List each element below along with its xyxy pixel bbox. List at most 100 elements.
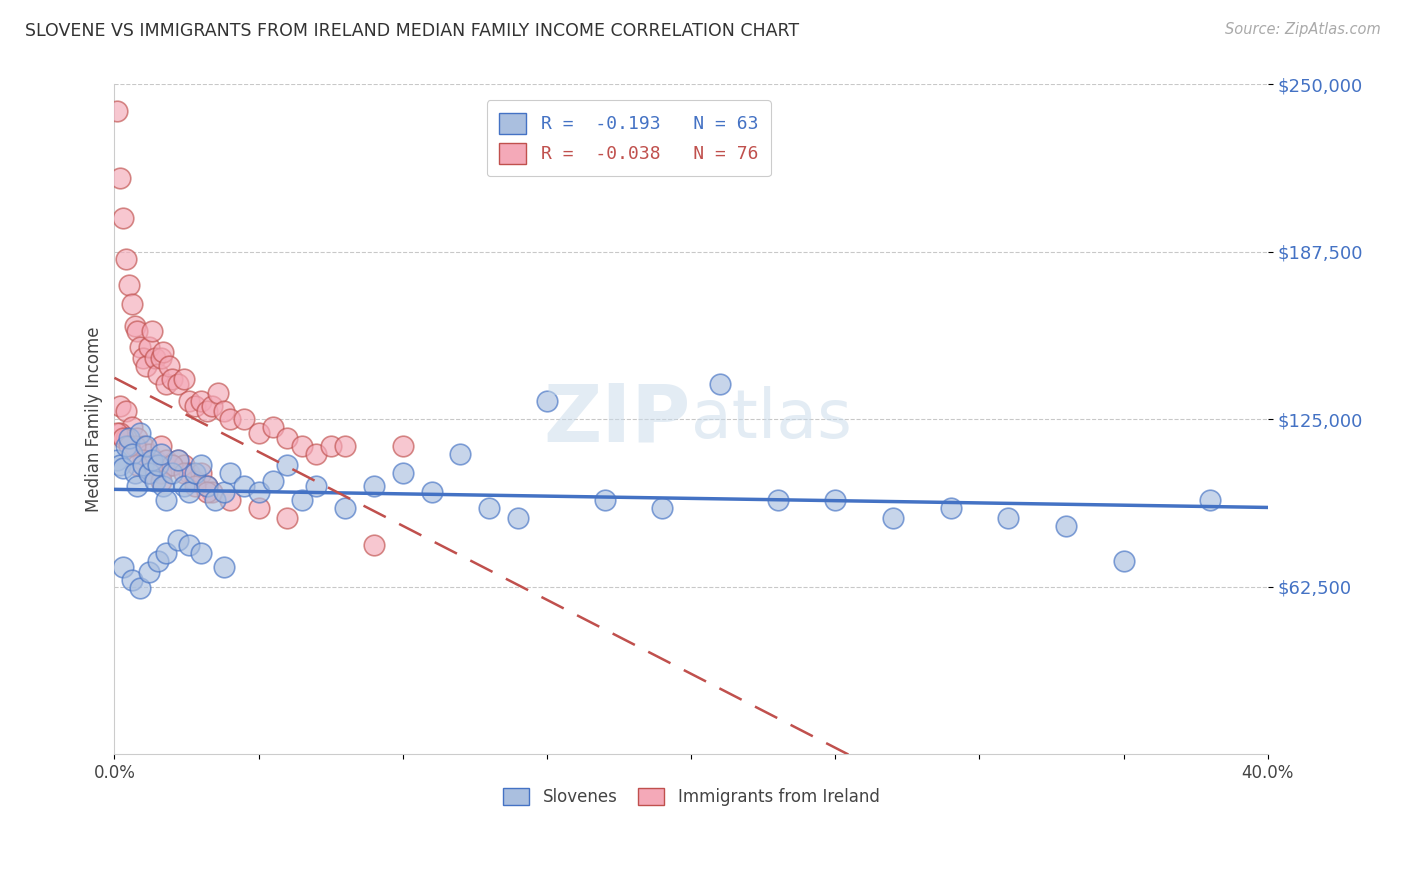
Y-axis label: Median Family Income: Median Family Income — [86, 326, 103, 512]
Point — [127, 431, 149, 445]
Point — [190, 546, 212, 560]
Point — [1112, 554, 1135, 568]
Point — [233, 479, 256, 493]
Point — [207, 385, 229, 400]
Point — [1199, 492, 1222, 507]
Point — [115, 439, 138, 453]
Point — [132, 452, 155, 467]
Point — [146, 367, 169, 381]
Point — [204, 492, 226, 507]
Point — [709, 377, 731, 392]
Point — [218, 466, 240, 480]
Point — [141, 458, 163, 472]
Point — [233, 412, 256, 426]
Point — [276, 511, 298, 525]
Point — [127, 458, 149, 472]
Point — [155, 546, 177, 560]
Point — [212, 404, 235, 418]
Point — [118, 431, 141, 445]
Point — [146, 458, 169, 472]
Point — [127, 324, 149, 338]
Point — [105, 425, 128, 440]
Point — [173, 479, 195, 493]
Point — [138, 565, 160, 579]
Point — [112, 460, 135, 475]
Point — [184, 479, 207, 493]
Point — [108, 171, 131, 186]
Point — [305, 447, 328, 461]
Point — [166, 377, 188, 392]
Point — [160, 466, 183, 480]
Point — [651, 500, 673, 515]
Point — [141, 324, 163, 338]
Point — [115, 431, 138, 445]
Point — [138, 466, 160, 480]
Point — [129, 581, 152, 595]
Point — [149, 466, 172, 480]
Point — [173, 458, 195, 472]
Point — [262, 474, 284, 488]
Point — [160, 458, 183, 472]
Point — [882, 511, 904, 525]
Point — [195, 479, 218, 493]
Point — [291, 439, 314, 453]
Point — [112, 559, 135, 574]
Point — [124, 439, 146, 453]
Point — [143, 452, 166, 467]
Text: Source: ZipAtlas.com: Source: ZipAtlas.com — [1225, 22, 1381, 37]
Point — [141, 452, 163, 467]
Point — [121, 447, 143, 461]
Point — [506, 511, 529, 525]
Point — [149, 351, 172, 365]
Point — [536, 393, 558, 408]
Point — [105, 452, 128, 467]
Point — [276, 458, 298, 472]
Point — [449, 447, 471, 461]
Point — [143, 474, 166, 488]
Point — [173, 372, 195, 386]
Point — [333, 439, 356, 453]
Point — [593, 492, 616, 507]
Point — [108, 425, 131, 440]
Point — [184, 466, 207, 480]
Point — [152, 479, 174, 493]
Point — [105, 104, 128, 119]
Point — [135, 439, 157, 453]
Point — [160, 372, 183, 386]
Point — [363, 538, 385, 552]
Point — [160, 458, 183, 472]
Point — [152, 345, 174, 359]
Point — [146, 554, 169, 568]
Point — [124, 318, 146, 333]
Point — [115, 252, 138, 266]
Point — [135, 359, 157, 373]
Point — [195, 484, 218, 499]
Legend: Slovenes, Immigrants from Ireland: Slovenes, Immigrants from Ireland — [496, 781, 886, 813]
Text: SLOVENE VS IMMIGRANTS FROM IRELAND MEDIAN FAMILY INCOME CORRELATION CHART: SLOVENE VS IMMIGRANTS FROM IRELAND MEDIA… — [25, 22, 800, 40]
Point — [155, 492, 177, 507]
Point — [132, 458, 155, 472]
Point — [218, 412, 240, 426]
Point — [179, 393, 201, 408]
Point — [247, 484, 270, 499]
Point — [333, 500, 356, 515]
Point — [179, 466, 201, 480]
Point — [195, 479, 218, 493]
Point — [305, 479, 328, 493]
Point — [138, 447, 160, 461]
Point — [291, 492, 314, 507]
Point — [112, 211, 135, 226]
Point — [129, 425, 152, 440]
Point — [149, 474, 172, 488]
Point — [179, 484, 201, 499]
Point — [1054, 519, 1077, 533]
Text: atlas: atlas — [690, 386, 852, 452]
Point — [108, 399, 131, 413]
Point — [138, 340, 160, 354]
Point — [190, 393, 212, 408]
Point — [155, 377, 177, 392]
Point — [201, 484, 224, 499]
Point — [124, 466, 146, 480]
Point — [766, 492, 789, 507]
Point — [824, 492, 846, 507]
